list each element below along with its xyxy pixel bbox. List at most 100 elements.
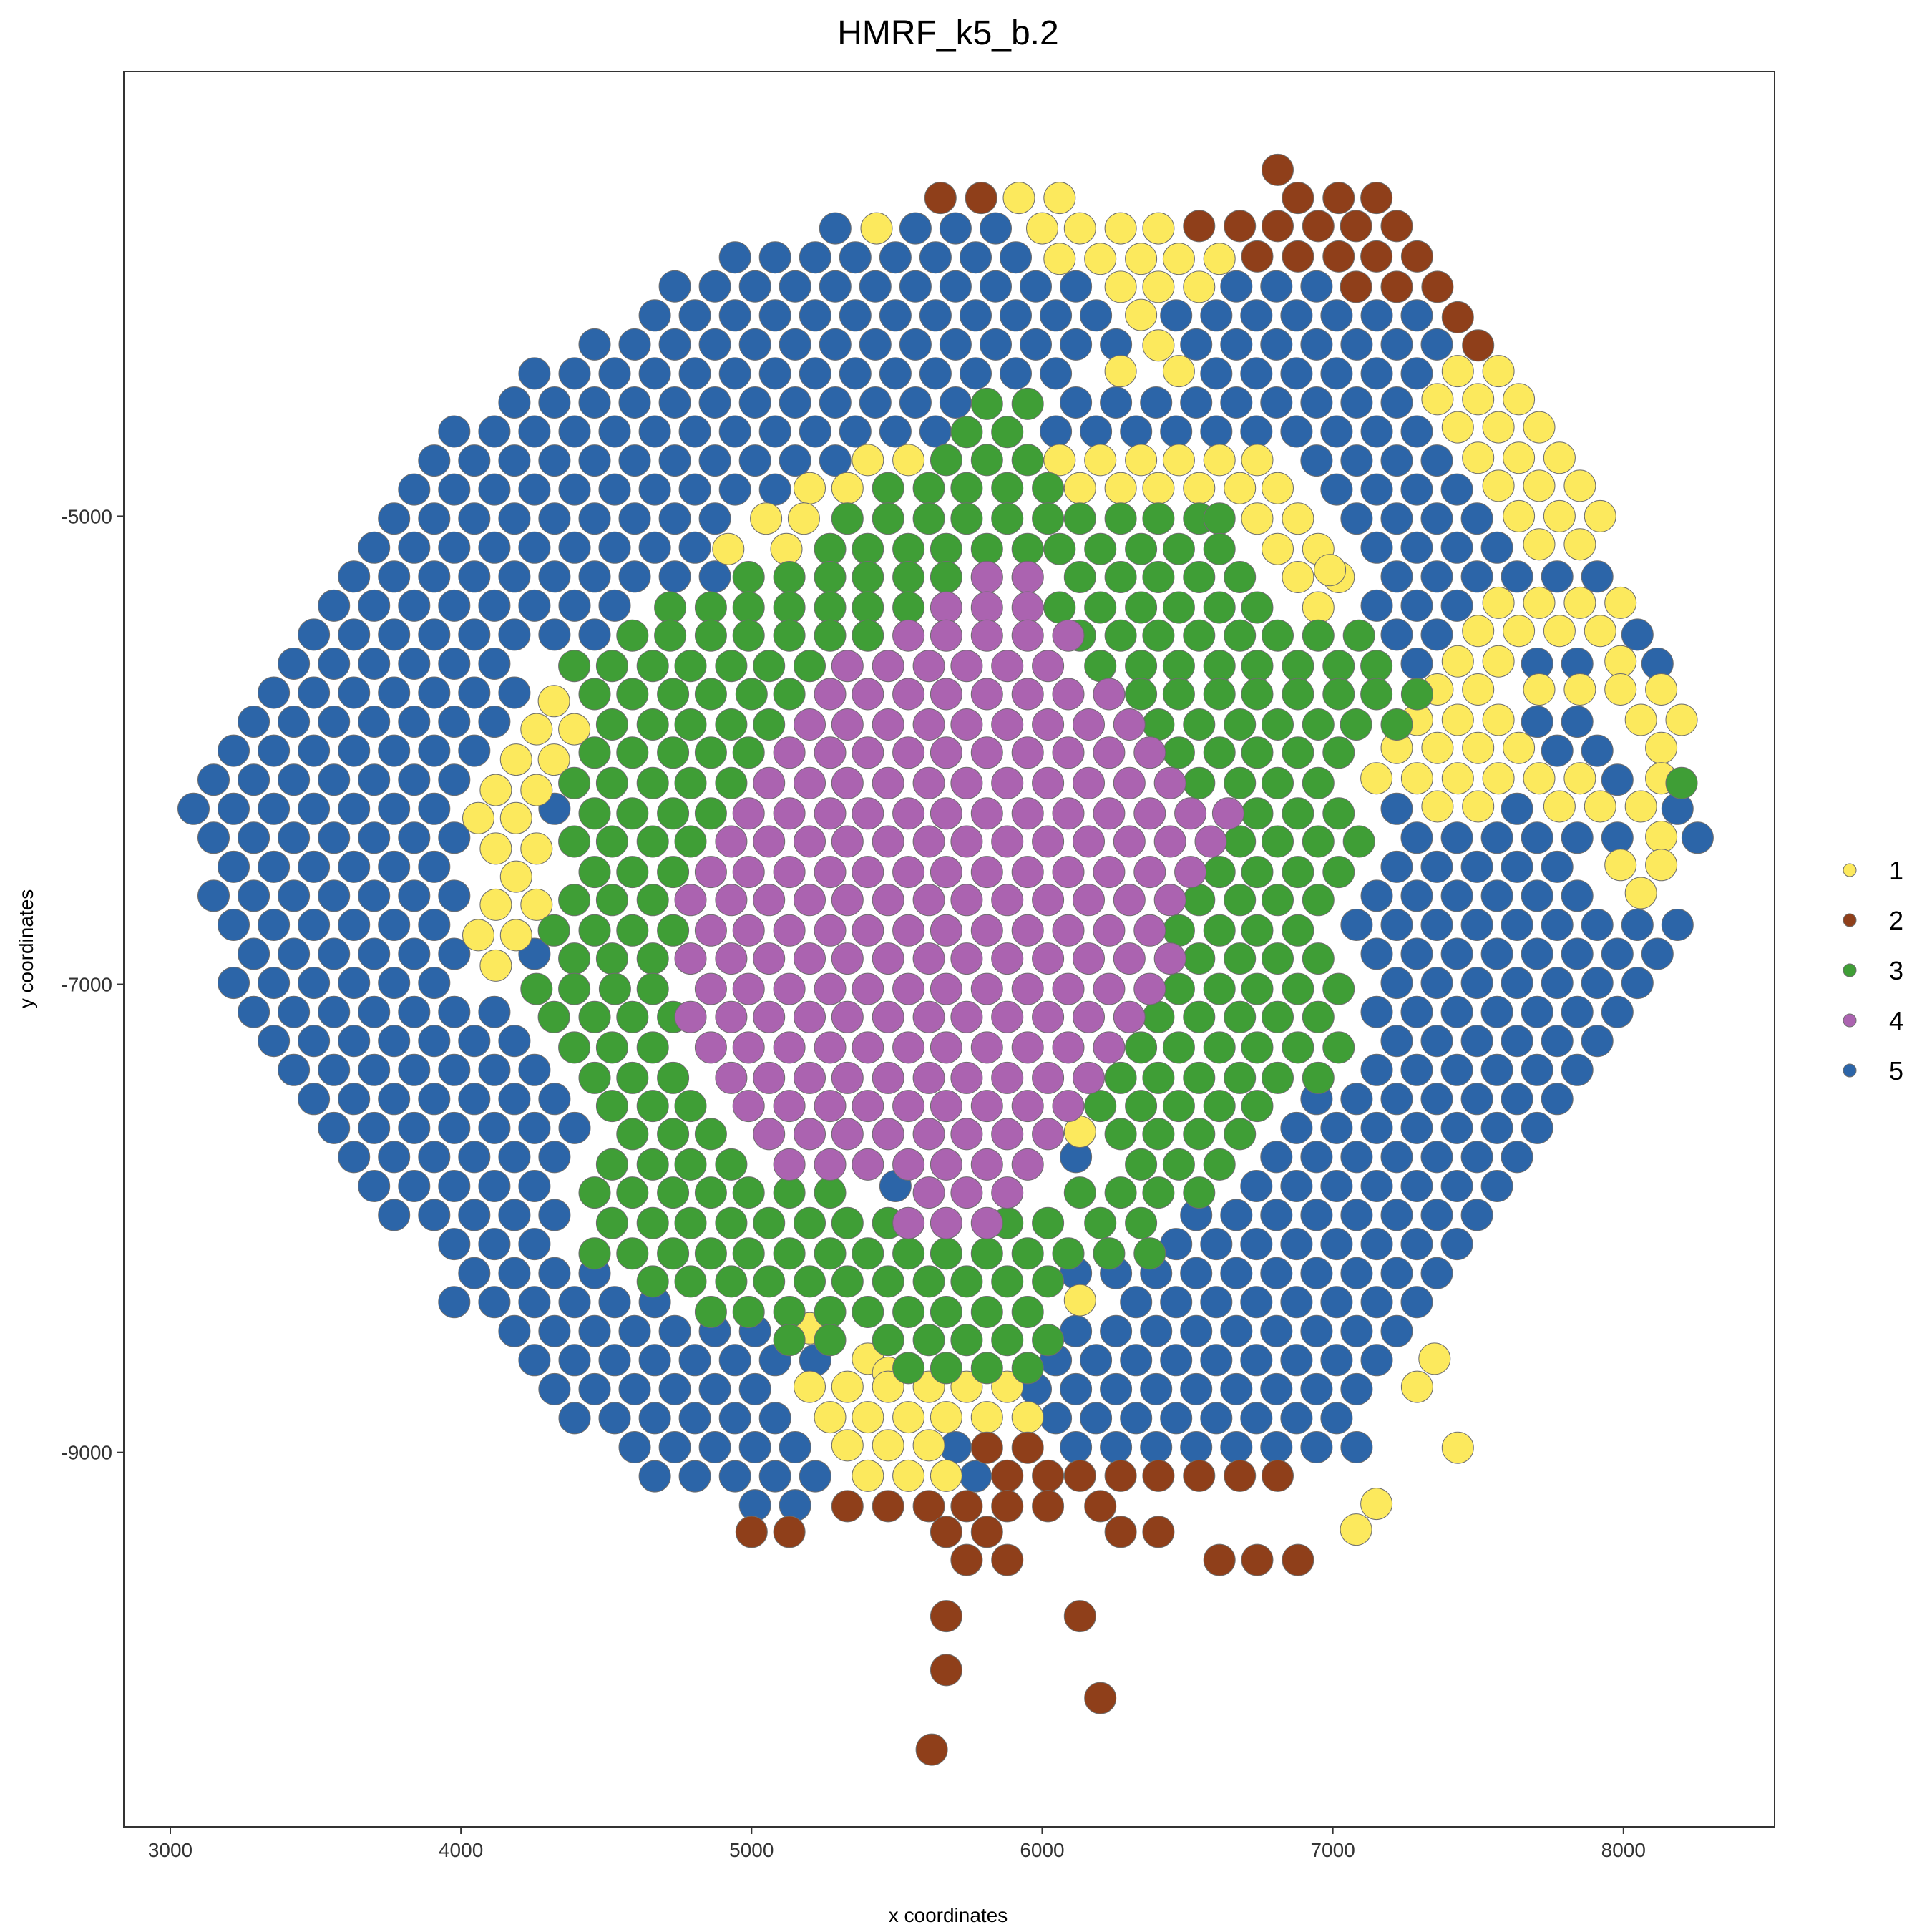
point-cluster-5	[819, 328, 852, 361]
point-cluster-5	[1380, 967, 1413, 1000]
point-cluster-2	[1262, 1459, 1294, 1492]
point-cluster-4	[872, 1000, 904, 1033]
point-cluster-2	[1104, 1516, 1137, 1548]
point-cluster-5	[478, 995, 511, 1028]
point-cluster-5	[338, 1025, 371, 1058]
point-cluster-5	[1380, 618, 1413, 651]
point-cluster-3	[950, 1265, 983, 1298]
point-cluster-5	[478, 648, 511, 680]
point-cluster-5	[718, 415, 751, 448]
point-cluster-4	[831, 825, 864, 858]
point-cluster-3	[892, 561, 925, 593]
point-cluster-5	[438, 706, 471, 738]
point-cluster-3	[814, 561, 847, 593]
point-cluster-5	[538, 502, 571, 535]
point-cluster-4	[732, 856, 765, 889]
point-cluster-3	[892, 532, 925, 565]
point-cluster-3	[930, 532, 962, 565]
point-cluster-4	[1133, 797, 1166, 830]
point-cluster-5	[960, 357, 992, 390]
point-cluster-5	[638, 357, 671, 390]
point-cluster-2	[1340, 210, 1372, 243]
point-cluster-1	[794, 472, 826, 504]
point-cluster-5	[960, 299, 992, 332]
point-cluster-4	[674, 1000, 707, 1033]
point-cluster-5	[378, 502, 411, 535]
point-cluster-5	[218, 909, 250, 941]
point-cluster-5	[558, 1344, 591, 1377]
point-cluster-1	[1523, 673, 1556, 706]
point-cluster-5	[458, 676, 491, 709]
point-cluster-5	[518, 531, 551, 564]
point-cluster-4	[1011, 972, 1044, 1005]
point-cluster-4	[814, 1031, 847, 1064]
point-cluster-3	[657, 736, 690, 769]
point-cluster-5	[960, 1460, 992, 1493]
point-cluster-5	[538, 1141, 571, 1174]
point-cluster-5	[598, 1286, 631, 1319]
point-cluster-5	[458, 1025, 491, 1058]
point-cluster-4	[892, 797, 925, 830]
point-cluster-3	[595, 942, 628, 975]
point-cluster-5	[358, 937, 391, 970]
point-cluster-3	[1262, 708, 1294, 741]
point-cluster-5	[418, 909, 451, 941]
point-cluster-3	[1360, 650, 1393, 683]
point-cluster-4	[1093, 678, 1126, 711]
point-cluster-5	[1541, 734, 1574, 767]
point-cluster-5	[698, 328, 731, 361]
point-cluster-3	[1322, 856, 1355, 889]
point-cluster-5	[1060, 328, 1093, 361]
point-cluster-5	[698, 560, 731, 593]
point-cluster-5	[438, 1228, 471, 1261]
point-cluster-1	[1482, 411, 1515, 444]
point-cluster-5	[919, 357, 952, 390]
point-cluster-3	[1322, 972, 1355, 1005]
point-cluster-4	[831, 1118, 864, 1151]
point-cluster-5	[1601, 763, 1634, 796]
point-cluster-1	[1125, 444, 1158, 477]
point-cluster-5	[618, 444, 651, 477]
point-cluster-4	[970, 1148, 1003, 1181]
point-cluster-2	[735, 1516, 768, 1548]
point-cluster-5	[398, 473, 431, 506]
point-cluster-3	[1162, 1031, 1195, 1064]
point-cluster-3	[1224, 1000, 1257, 1033]
point-cluster-4	[1153, 825, 1186, 858]
point-cluster-4	[950, 766, 983, 799]
x-axis-title: x coordinates	[889, 1904, 1008, 1926]
point-cluster-3	[950, 1324, 983, 1357]
point-cluster-3	[1322, 1031, 1355, 1064]
point-cluster-4	[892, 972, 925, 1005]
x-axis: 3000 4000 5000 6000 7000 8000	[148, 1827, 1646, 1861]
point-cluster-4	[1073, 1061, 1105, 1094]
point-cluster-5	[638, 1402, 671, 1435]
point-cluster-3	[872, 502, 904, 535]
point-cluster-5	[1501, 967, 1533, 1000]
point-cluster-3	[616, 1237, 649, 1270]
point-cluster-5	[980, 270, 1012, 303]
point-cluster-5	[1380, 792, 1413, 825]
point-cluster-5	[298, 618, 331, 651]
point-cluster-5	[458, 1199, 491, 1231]
point-cluster-3	[892, 1296, 925, 1328]
point-cluster-5	[1521, 937, 1553, 970]
point-cluster-3	[1162, 914, 1195, 947]
point-cluster-4	[872, 942, 904, 975]
point-cluster-5	[378, 909, 411, 941]
point-cluster-5	[1420, 909, 1453, 941]
point-cluster-5	[638, 415, 671, 448]
point-cluster-3	[1162, 972, 1195, 1005]
point-cluster-3	[595, 884, 628, 917]
point-cluster-3	[1043, 532, 1076, 565]
point-cluster-3	[814, 591, 847, 624]
point-cluster-1	[1421, 731, 1454, 764]
point-cluster-5	[658, 386, 691, 419]
point-cluster-4	[970, 972, 1003, 1005]
point-cluster-5	[1400, 1228, 1433, 1261]
point-cluster-3	[773, 1296, 806, 1328]
point-cluster-1	[787, 502, 820, 535]
point-cluster-3	[595, 1090, 628, 1123]
point-cluster-5	[558, 473, 591, 506]
point-cluster-2	[1282, 240, 1314, 273]
